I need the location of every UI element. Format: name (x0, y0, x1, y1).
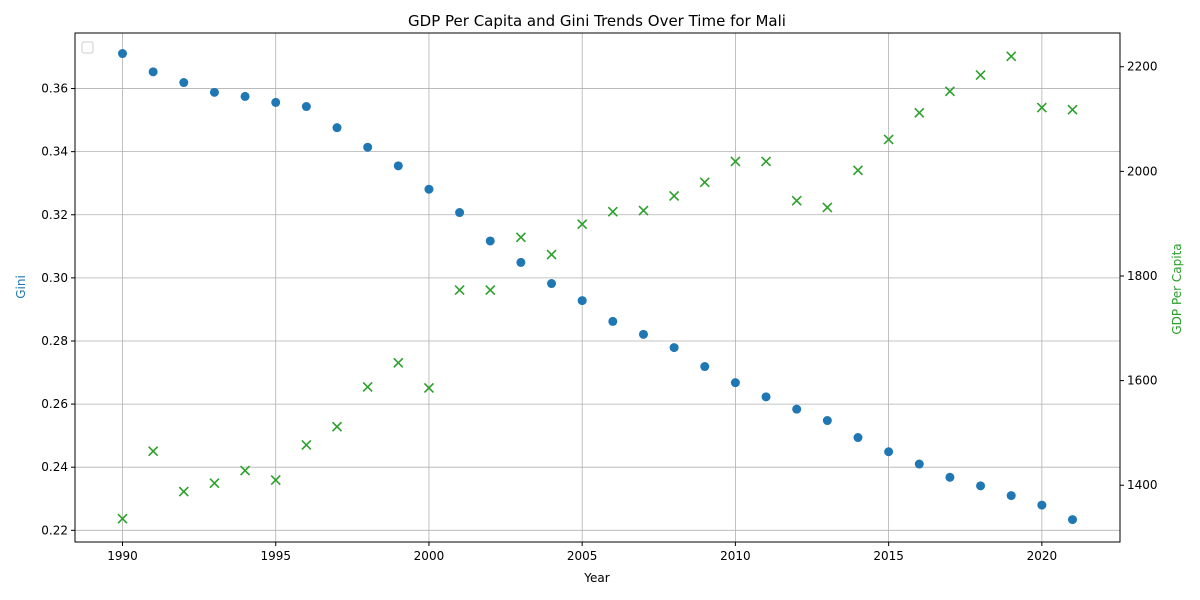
gdp-per-capita-point (393, 357, 404, 368)
gdp-per-capita-point (454, 285, 465, 296)
gini-point (577, 296, 587, 306)
gini-point (393, 161, 403, 171)
gini-point (914, 459, 924, 469)
gdp-per-capita-point (1036, 102, 1047, 113)
gini-point (179, 78, 189, 88)
gdp-per-capita-point (577, 219, 588, 230)
y-right-tick-label: 1800 (1127, 269, 1158, 283)
y-left-tick-label: 0.34 (41, 145, 68, 159)
gdp-per-capita-point (362, 381, 373, 392)
gdp-per-capita-point (1067, 104, 1078, 115)
y-left-tick-label: 0.32 (41, 208, 68, 222)
y-left-tick-label: 0.28 (41, 334, 68, 348)
gini-point (118, 49, 127, 59)
x-axis-label: Year (583, 571, 609, 585)
chart-title: GDP Per Capita and Gini Trends Over Time… (408, 12, 786, 30)
gini-point (148, 67, 158, 77)
x-tick-label: 2010 (720, 549, 751, 563)
gini-point (271, 97, 281, 107)
gini-point (424, 184, 434, 194)
y-axis-left-label: Gini (14, 275, 28, 299)
gdp-per-capita-point (423, 382, 435, 394)
gini-point (455, 208, 465, 218)
gdp-per-capita-point (822, 202, 833, 213)
plot-area-frame (74, 32, 1121, 543)
gini-point (240, 91, 250, 101)
gini-point (209, 87, 219, 97)
y-right-tick-label: 2200 (1127, 60, 1158, 74)
gdp-per-capita-point (209, 478, 220, 489)
axis-layer: 1990 1995 2000 2005 2010 2015 2020 0.22 0.24 0.26… (41, 60, 1157, 563)
x-tick-label: 1990 (107, 549, 138, 563)
gdp-per-capita-point (944, 86, 955, 97)
gdp-per-capita-point (975, 70, 986, 81)
x-tick-label: 1995 (260, 549, 291, 563)
gini-point (1037, 500, 1047, 510)
y-axis-right-label: GDP Per Capita (1170, 243, 1184, 334)
gdp-per-capita-point (270, 474, 281, 486)
gdp-per-capita-point (240, 465, 251, 476)
gdp-per-capita-point (178, 486, 189, 497)
gini-point (761, 392, 771, 402)
gini-point (363, 142, 373, 152)
gdp-per-capita-point (730, 156, 741, 167)
gini-point (1006, 491, 1016, 501)
y-left-tick-label: 0.26 (41, 397, 68, 411)
gdp-per-capita-point (638, 205, 649, 216)
gdp-per-capita-point (852, 165, 864, 176)
grid-layer (75, 33, 1120, 542)
data-layer (117, 49, 1078, 525)
gdp-per-capita-point (883, 134, 894, 145)
gini-point (792, 404, 802, 414)
gdp-per-capita-point (760, 156, 772, 167)
empty-legend-box (81, 41, 94, 54)
gdp-per-capita-point (301, 439, 312, 451)
gdp-per-capita-point (546, 249, 557, 260)
gini-point (301, 102, 311, 112)
gini-point (485, 236, 495, 246)
y-right-tick-label: 1400 (1127, 478, 1158, 492)
y-left-tick-label: 0.22 (41, 523, 68, 537)
gini-point (332, 123, 342, 133)
gini-point (1068, 515, 1077, 525)
gini-point (638, 329, 648, 339)
gini-point (853, 433, 863, 443)
gini-point (516, 257, 526, 267)
y-right-tick-label: 2000 (1127, 164, 1158, 178)
x-tick-label: 2005 (567, 549, 598, 563)
gini-point (669, 343, 679, 353)
gini-point (608, 316, 618, 326)
y-left-tick-label: 0.30 (41, 271, 68, 285)
gdp-per-capita-point (669, 190, 680, 202)
gdp-per-capita-point (914, 107, 925, 118)
x-tick-label: 2020 (1027, 549, 1058, 563)
gini-point (976, 481, 986, 491)
gini-point (547, 279, 557, 289)
y-left-tick-label: 0.36 (41, 82, 68, 96)
gini-point (945, 472, 955, 482)
gdp-per-capita-point (117, 513, 128, 524)
x-tick-label: 2000 (414, 549, 445, 563)
gini-point (700, 362, 710, 372)
gdp-per-capita-point (515, 232, 526, 243)
gdp-per-capita-point (148, 446, 159, 457)
gini-point (730, 378, 740, 388)
gdp-per-capita-point (791, 195, 802, 206)
gdp-per-capita-point (699, 177, 710, 188)
gdp-per-capita-point (1006, 51, 1017, 62)
x-tick-label: 2015 (873, 549, 904, 563)
gini-point (884, 447, 894, 457)
gdp-per-capita-point (485, 285, 496, 296)
y-left-tick-label: 0.24 (41, 460, 68, 474)
gini-point (822, 416, 832, 426)
y-right-tick-label: 1600 (1127, 374, 1158, 388)
gdp-per-capita-point (607, 206, 618, 217)
gdp-per-capita-point (331, 421, 343, 432)
